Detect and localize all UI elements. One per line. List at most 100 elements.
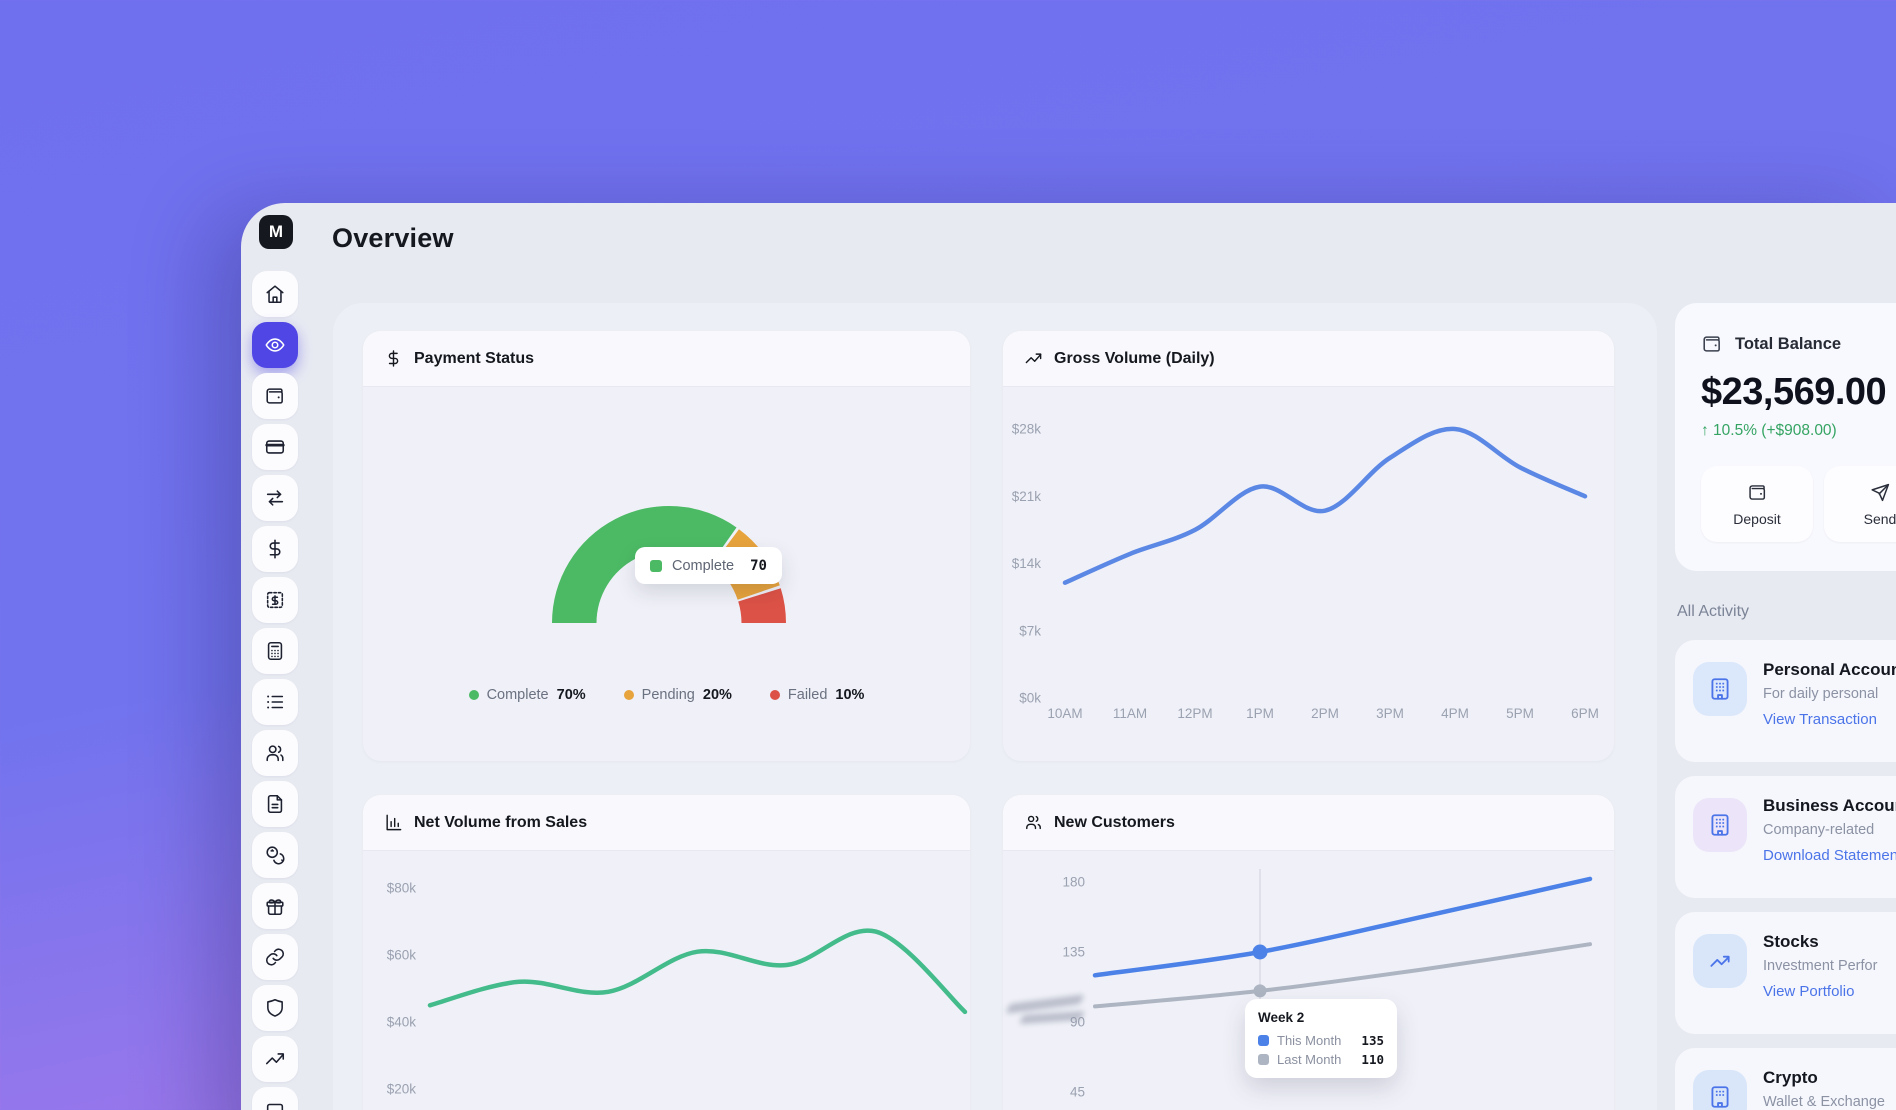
device-icon	[266, 1103, 284, 1110]
card-title: Payment Status	[414, 349, 535, 367]
svg-text:$28k: $28k	[1012, 422, 1042, 437]
sidebar-item-documents[interactable]	[252, 781, 298, 827]
activity-subtitle: Investment Perfor	[1763, 958, 1878, 974]
card-payment-status: Payment Status Complete 70 Complete 70% P…	[363, 331, 970, 761]
net-volume-body[interactable]: $20k $40k $60k $80k	[363, 851, 970, 1110]
trending-up-icon	[1025, 353, 1042, 364]
tooltip-row-this-month: This Month 135	[1258, 1033, 1384, 1048]
new-customers-body[interactable]: 45 90 135 180 Week 2 This Month 135 Last Mon…	[1003, 851, 1614, 1110]
building-icon	[1693, 798, 1747, 852]
activity-title-text: Business Account	[1763, 796, 1896, 815]
link-icon	[265, 948, 285, 966]
svg-text:1PM: 1PM	[1246, 706, 1274, 721]
gross-volume-chart[interactable]: $0k $7k $14k $21k $28k 10AM 11AM 12PM 1PM 2PM 3PM 4…	[1003, 387, 1614, 761]
sidebar-item-transfers[interactable]	[252, 475, 298, 521]
credit-card-icon	[265, 440, 285, 454]
svg-text:$21k: $21k	[1012, 489, 1042, 504]
total-balance-label: Total Balance	[1735, 334, 1842, 353]
svg-text:$60k: $60k	[387, 948, 417, 963]
sidebar-item-security[interactable]	[252, 985, 298, 1031]
send-label: Send	[1863, 510, 1896, 527]
gross-volume-body[interactable]: $0k $7k $14k $21k $28k 10AM 11AM 12PM 1PM 2PM 3PM 4…	[1003, 387, 1614, 761]
new-customers-tooltip: Week 2 This Month 135 Last Month 110	[1245, 999, 1397, 1078]
svg-text:$20k: $20k	[387, 1082, 417, 1097]
list-icon	[267, 695, 284, 709]
main-content: Payment Status Complete 70 Complete 70% P…	[333, 303, 1657, 1110]
tooltip-row-last-month: Last Month 110	[1258, 1052, 1384, 1067]
card-gross-volume: Gross Volume (Daily) $0k $7k $14k $21k $28k 1…	[1003, 331, 1614, 761]
svg-text:135: 135	[1062, 945, 1085, 960]
wallet-icon	[1703, 336, 1720, 352]
card-title: New Customers	[1054, 813, 1175, 831]
sidebar-item-devices[interactable]	[252, 1087, 298, 1110]
send-button[interactable]: Send	[1824, 466, 1896, 542]
file-text-icon	[267, 794, 283, 814]
activity-item-personal-account[interactable]: Personal Account For daily personal View…	[1675, 640, 1896, 762]
send-icon	[1870, 483, 1889, 501]
sidebar-item-invoices[interactable]	[252, 577, 298, 623]
sidebar-item-home[interactable]	[252, 271, 298, 317]
svg-text:4PM: 4PM	[1441, 706, 1469, 721]
eye-icon	[265, 338, 285, 352]
card-new-customers: New Customers 45 90 135 180 Week 2 This Mon…	[1003, 795, 1614, 1110]
activity-title-text: Stocks	[1763, 932, 1819, 951]
bar-chart-icon	[386, 814, 402, 831]
activity-subtitle: For daily personal	[1763, 686, 1879, 702]
calculator-icon	[267, 641, 283, 661]
total-balance-amount: $23,569.00	[1701, 371, 1887, 413]
tooltip-value: 70	[750, 557, 767, 574]
sidebar-item-rewards[interactable]	[252, 883, 298, 929]
sidebar-item-analytics[interactable]	[252, 1036, 298, 1082]
view-portfolio-link[interactable]: View Portfolio	[1763, 983, 1855, 1000]
activity-item-stocks[interactable]: Stocks Investment Perfor View Portfolio	[1675, 912, 1896, 1034]
svg-text:$14k: $14k	[1012, 556, 1042, 571]
deposit-label: Deposit	[1733, 510, 1781, 527]
svg-text:$7k: $7k	[1019, 623, 1041, 638]
building-icon	[1693, 1070, 1747, 1110]
sidebar-item-wallet[interactable]	[252, 373, 298, 419]
cursor-artifact	[1002, 985, 1122, 1040]
sidebar-item-coins[interactable]	[252, 832, 298, 878]
activity-title-text: Crypto	[1763, 1068, 1818, 1087]
sidebar-item-lists[interactable]	[252, 679, 298, 725]
sidebar-item-cards[interactable]	[252, 424, 298, 470]
app-window: M Overview Payment Status	[241, 203, 1896, 1110]
net-volume-chart[interactable]: $20k $40k $60k $80k	[363, 851, 970, 1110]
all-activity-title: All Activity	[1677, 603, 1750, 620]
app-logo[interactable]: M	[259, 215, 293, 249]
svg-text:$80k: $80k	[387, 881, 417, 896]
svg-text:45: 45	[1070, 1085, 1085, 1100]
download-statement-link[interactable]: Download Statement	[1763, 847, 1896, 864]
coins-icon	[266, 846, 285, 865]
trending-up-icon	[265, 1053, 285, 1065]
transfer-arrows-icon	[266, 490, 284, 506]
activity-item-business-account[interactable]: Business Account Company-related Downloa…	[1675, 776, 1896, 898]
card-new-customers-header: New Customers	[1003, 795, 1614, 851]
card-net-volume: Net Volume from Sales $20k $40k $60k $80k	[363, 795, 970, 1110]
deposit-button[interactable]: Deposit	[1701, 466, 1813, 542]
card-net-volume-header: Net Volume from Sales	[363, 795, 970, 851]
dollar-icon	[269, 539, 281, 559]
payment-status-body[interactable]: Complete 70 Complete 70% Pending 20% Faile…	[363, 387, 970, 761]
wallet-icon	[266, 388, 283, 404]
view-transaction-link[interactable]: View Transaction	[1763, 711, 1877, 728]
svg-text:180: 180	[1062, 875, 1085, 890]
building-icon	[1693, 662, 1747, 716]
home-icon	[266, 285, 284, 304]
dollar-icon	[388, 350, 399, 367]
wallet-icon	[1748, 484, 1765, 500]
activity-subtitle: Company-related	[1763, 822, 1875, 838]
sidebar-item-payments[interactable]	[252, 526, 298, 572]
sidebar-item-customers[interactable]	[252, 730, 298, 776]
activity-item-crypto[interactable]: Crypto Wallet & Exchange	[1675, 1048, 1896, 1110]
tooltip-label: Complete	[672, 557, 735, 574]
users-icon	[266, 745, 284, 762]
sidebar-item-links[interactable]	[252, 934, 298, 980]
shield-icon	[267, 998, 283, 1017]
total-balance-header: Total Balance	[1701, 333, 1896, 355]
sidebar-item-calculator[interactable]	[252, 628, 298, 674]
gauge-legend: Complete 70% Pending 20% Failed 10%	[363, 687, 970, 703]
sidebar-item-overview[interactable]	[252, 322, 298, 368]
